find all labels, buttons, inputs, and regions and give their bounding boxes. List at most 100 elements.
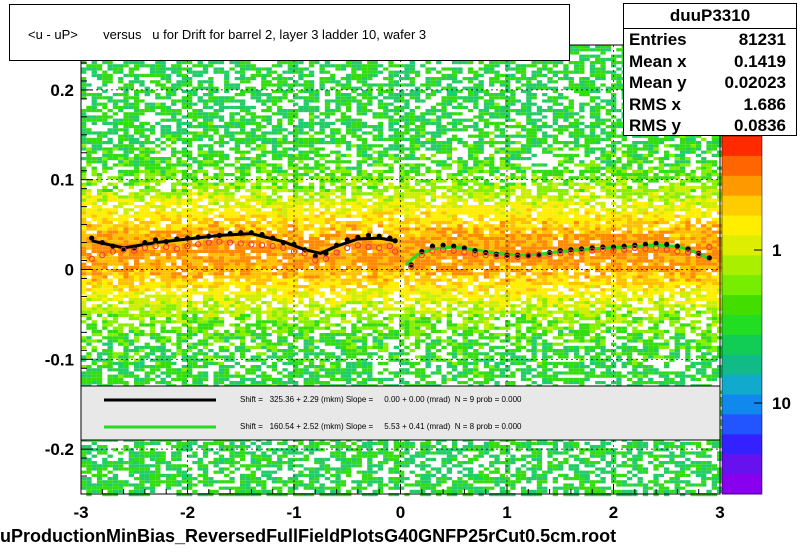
heatmap-cell xyxy=(340,313,346,317)
heatmap-cell xyxy=(240,320,246,324)
heatmap-cell xyxy=(187,253,193,257)
heatmap-cell xyxy=(303,105,309,109)
heatmap-cell xyxy=(202,125,209,129)
heatmap-cell xyxy=(234,205,240,209)
heatmap-cell xyxy=(224,192,230,196)
heatmap-cell xyxy=(250,195,256,199)
heatmap-cell xyxy=(319,473,325,477)
heatmap-cell xyxy=(293,80,299,84)
heatmap-cell xyxy=(208,112,214,116)
heatmap-cell xyxy=(218,441,225,445)
heatmap-cell xyxy=(176,256,182,260)
heatmap-cell xyxy=(287,451,293,455)
heatmap-cell xyxy=(181,153,187,157)
heatmap-cell xyxy=(298,214,304,218)
heatmap-cell xyxy=(255,243,262,247)
heatmap-cell xyxy=(197,233,203,237)
heatmap-cell xyxy=(224,493,230,497)
heatmap-cell xyxy=(240,473,246,477)
heatmap-cell xyxy=(287,489,293,493)
heatmap-cell xyxy=(240,249,246,253)
heatmap-cell xyxy=(340,480,346,484)
heatmap-cell xyxy=(346,99,352,103)
heatmap-cell xyxy=(335,470,341,474)
heatmap-cell xyxy=(266,259,272,263)
heatmap-cell xyxy=(123,461,129,465)
heatmap-cell xyxy=(102,288,108,292)
heatmap-cell xyxy=(335,259,341,263)
heatmap-cell xyxy=(240,208,246,212)
heatmap-cell xyxy=(335,345,341,349)
heatmap-cell xyxy=(149,307,156,311)
heatmap-cell xyxy=(202,355,209,359)
heatmap-cell xyxy=(144,227,150,231)
heatmap-cell xyxy=(308,83,315,87)
heatmap-cell xyxy=(261,67,267,71)
heatmap-cell xyxy=(319,131,325,135)
heatmap-cell xyxy=(245,237,251,241)
heatmap-cell xyxy=(335,262,341,266)
heatmap-cell xyxy=(144,467,150,471)
heatmap-cell xyxy=(160,285,166,289)
heatmap-cell xyxy=(314,272,320,276)
heatmap-cell xyxy=(293,285,299,289)
heatmap-cell xyxy=(128,157,134,161)
heatmap-cell xyxy=(282,269,288,273)
heatmap-cell xyxy=(197,189,203,193)
heatmap-cell xyxy=(149,205,156,209)
heatmap-cell xyxy=(112,333,119,337)
heatmap-cell xyxy=(255,278,262,282)
heatmap-cell xyxy=(81,272,87,276)
heatmap-cell xyxy=(234,211,240,215)
heatmap-cell xyxy=(335,166,341,170)
heatmap-cell xyxy=(107,345,113,349)
heatmap-cell xyxy=(197,144,203,148)
heatmap-cell xyxy=(319,441,325,445)
heatmap-cell xyxy=(213,336,219,340)
heatmap-cell xyxy=(128,195,134,199)
heatmap-cell xyxy=(160,269,166,273)
heatmap-cell xyxy=(250,451,256,455)
heatmap-cell xyxy=(319,163,325,167)
heatmap-cell xyxy=(330,297,336,301)
heatmap-cell xyxy=(123,230,129,234)
heatmap-cell xyxy=(293,115,299,119)
heatmap-cell xyxy=(319,179,325,183)
heatmap-cell xyxy=(144,473,150,477)
heatmap-cell xyxy=(139,304,145,308)
heatmap-cell xyxy=(123,361,129,365)
heatmap-cell xyxy=(308,221,315,225)
heatmap-cell xyxy=(319,349,325,353)
heatmap-cell xyxy=(314,448,320,452)
heatmap-cell xyxy=(218,160,225,164)
heatmap-cell xyxy=(81,374,87,378)
heatmap-cell xyxy=(176,441,182,445)
heatmap-cell xyxy=(208,313,214,317)
heatmap-cell xyxy=(250,281,256,285)
heatmap-cell xyxy=(314,89,320,93)
heatmap-cell xyxy=(176,480,182,484)
heatmap-cell xyxy=(123,243,129,247)
heatmap-cell xyxy=(171,93,177,97)
heatmap-cell xyxy=(176,281,182,285)
heatmap-cell xyxy=(192,86,198,90)
heatmap-cell xyxy=(112,285,119,289)
heatmap-cell xyxy=(324,112,331,116)
heatmap-cell xyxy=(202,493,209,497)
heatmap-cell xyxy=(266,141,272,145)
heatmap-cell xyxy=(330,275,336,279)
heatmap-cell xyxy=(266,473,272,477)
heatmap-cell xyxy=(218,349,225,353)
heatmap-cell xyxy=(149,249,156,253)
heatmap-cell xyxy=(81,278,87,282)
heatmap-cell xyxy=(171,281,177,285)
heatmap-cell xyxy=(287,118,293,122)
heatmap-cell xyxy=(128,125,134,129)
heatmap-cell xyxy=(308,313,315,317)
heatmap-cell xyxy=(139,147,145,151)
heatmap-cell xyxy=(319,185,325,189)
heatmap-cell xyxy=(298,294,304,298)
heatmap-cell xyxy=(139,307,145,311)
heatmap-cell xyxy=(255,89,262,93)
heatmap-cell xyxy=(319,176,325,180)
